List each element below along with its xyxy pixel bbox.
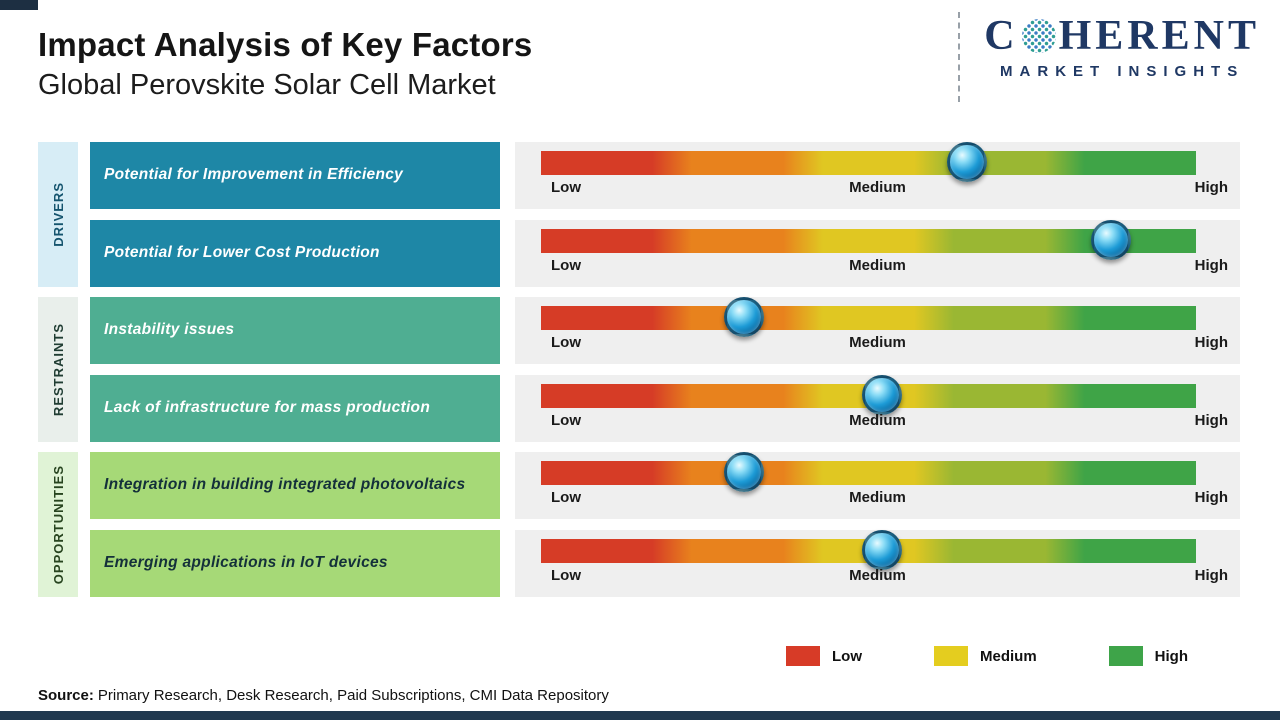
factor-label-text: Integration in building integrated photo… xyxy=(104,476,466,494)
corner-accent-bar xyxy=(0,0,38,10)
scale-label-medium: Medium xyxy=(849,257,906,274)
group-rows: Instability issues Low Medium High Lack … xyxy=(90,297,1240,442)
scale-labels: Low Medium High xyxy=(515,257,1240,281)
scale-label-high: High xyxy=(1194,179,1228,196)
factor-label-text: Potential for Improvement in Efficiency xyxy=(104,166,404,184)
legend-label-medium: Medium xyxy=(980,647,1037,665)
group-rows: Potential for Improvement in Efficiency … xyxy=(90,142,1240,287)
impact-track xyxy=(541,375,1196,415)
scale-label-medium: Medium xyxy=(849,412,906,429)
factor-label-text: Potential for Lower Cost Production xyxy=(104,244,380,262)
header: Impact Analysis of Key Factors Global Pe… xyxy=(0,0,1280,102)
factor-row: Potential for Lower Cost Production Low … xyxy=(90,220,1240,287)
factor-label: Integration in building integrated photo… xyxy=(90,452,500,519)
impact-track xyxy=(541,452,1196,492)
group-drivers: DRIVERS Potential for Improvement in Eff… xyxy=(38,142,1240,287)
scale-label-low: Low xyxy=(551,334,581,351)
impact-scale: Low Medium High xyxy=(515,375,1240,442)
group-restraints: RESTRAINTS Instability issues Low Medium… xyxy=(38,297,1240,442)
factor-row: Potential for Improvement in Efficiency … xyxy=(90,142,1240,209)
logo-block: C HERENT MARKET INSIGHTS xyxy=(958,12,1260,102)
source-line: Source: Primary Research, Desk Research, … xyxy=(38,687,609,704)
impact-scale: Low Medium High xyxy=(515,297,1240,364)
logo-tagline: MARKET INSIGHTS xyxy=(1000,63,1245,80)
scale-label-low: Low xyxy=(551,567,581,584)
scale-labels: Low Medium High xyxy=(515,489,1240,513)
scale-label-low: Low xyxy=(551,489,581,506)
impact-marker xyxy=(724,297,765,337)
scale-label-medium: Medium xyxy=(849,334,906,351)
category-band-label: DRIVERS xyxy=(50,182,66,247)
legend-item-low: Low xyxy=(786,646,862,666)
factor-label-text: Instability issues xyxy=(104,321,235,339)
legend-label-high: High xyxy=(1154,647,1188,665)
factor-row: Integration in building integrated photo… xyxy=(90,452,1240,519)
logo-wordmark: C HERENT xyxy=(984,12,1260,60)
impact-scale: Low Medium High xyxy=(515,530,1240,597)
header-divider xyxy=(958,12,961,102)
category-band-label: OPPORTUNITIES xyxy=(50,464,66,585)
legend: Low Medium High xyxy=(786,646,1188,666)
factor-label: Lack of infrastructure for mass producti… xyxy=(90,375,500,442)
scale-label-medium: Medium xyxy=(849,179,906,196)
logo-text-c: C xyxy=(984,13,1019,59)
scale-labels: Low Medium High xyxy=(515,412,1240,436)
factor-label: Emerging applications in IoT devices xyxy=(90,530,500,597)
impact-scale: Low Medium High xyxy=(515,220,1240,287)
legend-swatch-low xyxy=(786,646,820,666)
scale-labels: Low Medium High xyxy=(515,334,1240,358)
impact-marker xyxy=(861,375,902,415)
factor-label-text: Lack of infrastructure for mass producti… xyxy=(104,399,431,417)
impact-marker xyxy=(1090,220,1131,260)
factor-label-text: Emerging applications in IoT devices xyxy=(104,554,388,572)
scale-label-high: High xyxy=(1194,257,1228,274)
factor-row: Instability issues Low Medium High xyxy=(90,297,1240,364)
category-band: DRIVERS xyxy=(38,142,78,287)
factor-label: Instability issues xyxy=(90,297,500,364)
impact-track xyxy=(541,142,1196,182)
impact-track xyxy=(541,530,1196,570)
scale-label-low: Low xyxy=(551,179,581,196)
scale-label-high: High xyxy=(1194,334,1228,351)
impact-marker xyxy=(724,452,765,492)
impact-scale: Low Medium High xyxy=(515,142,1240,209)
scale-label-high: High xyxy=(1194,489,1228,506)
scale-label-low: Low xyxy=(551,257,581,274)
legend-label-low: Low xyxy=(832,647,862,665)
legend-swatch-medium xyxy=(934,646,968,666)
impact-scale: Low Medium High xyxy=(515,452,1240,519)
source-label: Source: xyxy=(38,687,94,704)
impact-track xyxy=(541,220,1196,260)
legend-item-medium: Medium xyxy=(934,646,1037,666)
scale-label-low: Low xyxy=(551,412,581,429)
group-opportunities: OPPORTUNITIES Integration in building in… xyxy=(38,452,1240,597)
scale-labels: Low Medium High xyxy=(515,179,1240,203)
scale-label-high: High xyxy=(1194,567,1228,584)
legend-item-high: High xyxy=(1108,646,1188,666)
category-band: RESTRAINTS xyxy=(38,297,78,442)
category-band-label: RESTRAINTS xyxy=(50,322,66,417)
impact-marker xyxy=(946,142,987,182)
legend-swatch-high xyxy=(1108,646,1143,666)
scale-label-medium: Medium xyxy=(849,489,906,506)
impact-track xyxy=(541,297,1196,337)
bottom-accent-bar xyxy=(0,711,1280,720)
impact-marker xyxy=(861,530,902,570)
scale-labels: Low Medium High xyxy=(515,567,1240,591)
coherent-logo: C HERENT MARKET INSIGHTS xyxy=(984,12,1260,80)
factor-row: Emerging applications in IoT devices Low… xyxy=(90,530,1240,597)
factor-row: Lack of infrastructure for mass producti… xyxy=(90,375,1240,442)
factor-label: Potential for Improvement in Efficiency xyxy=(90,142,500,209)
impact-matrix: DRIVERS Potential for Improvement in Eff… xyxy=(38,142,1240,607)
logo-text-herent: HERENT xyxy=(1058,13,1260,59)
group-rows: Integration in building integrated photo… xyxy=(90,452,1240,597)
scale-label-high: High xyxy=(1194,412,1228,429)
category-band: OPPORTUNITIES xyxy=(38,452,78,597)
globe-icon xyxy=(1021,19,1056,53)
source-text: Primary Research, Desk Research, Paid Su… xyxy=(97,687,609,704)
page-subtitle: Global Perovskite Solar Cell Market xyxy=(38,69,496,101)
scale-label-medium: Medium xyxy=(849,567,906,584)
page-title: Impact Analysis of Key Factors xyxy=(38,26,533,63)
factor-label: Potential for Lower Cost Production xyxy=(90,220,500,287)
